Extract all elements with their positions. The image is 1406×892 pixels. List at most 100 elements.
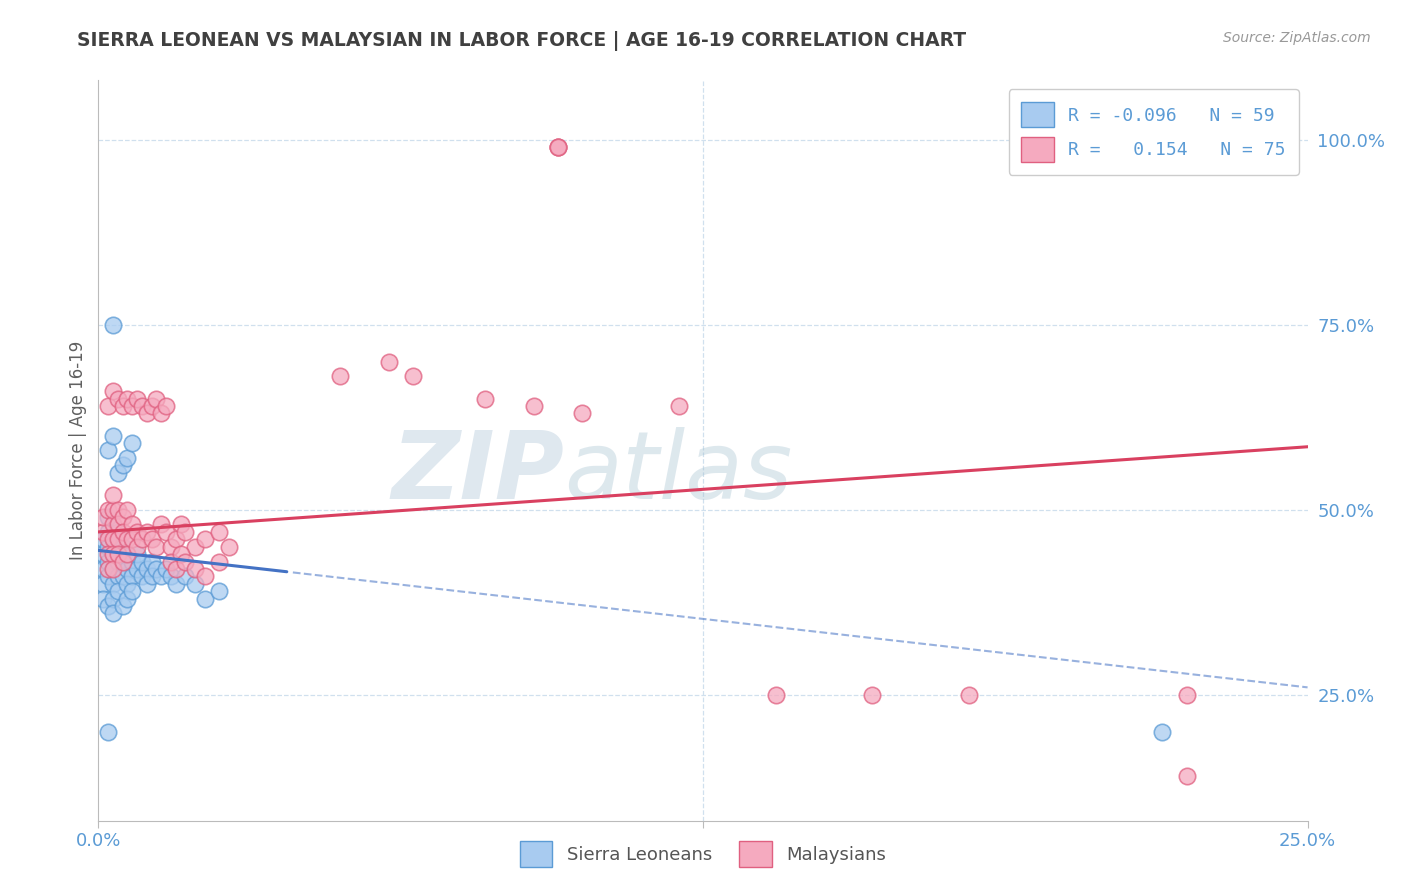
Point — [121, 517, 143, 532]
Point — [860, 688, 883, 702]
Point — [135, 562, 157, 576]
Point — [107, 466, 129, 480]
Point — [107, 554, 129, 569]
Point — [571, 407, 593, 421]
Point — [121, 436, 143, 450]
Point — [97, 562, 120, 576]
Point — [111, 399, 134, 413]
Point — [141, 533, 163, 547]
Point — [208, 584, 231, 599]
Point — [111, 458, 134, 473]
Point — [208, 554, 231, 569]
Point — [174, 569, 197, 583]
Point — [111, 569, 134, 583]
Point — [1152, 724, 1174, 739]
Point — [101, 562, 124, 576]
Point — [474, 392, 496, 406]
Point — [131, 569, 153, 583]
Point — [547, 140, 569, 154]
Point — [131, 554, 153, 569]
Point — [97, 524, 120, 539]
Point — [547, 140, 569, 154]
Point — [165, 562, 187, 576]
Point — [97, 554, 120, 569]
Point — [145, 540, 167, 554]
Point — [101, 502, 124, 516]
Text: SIERRA LEONEAN VS MALAYSIAN IN LABOR FORCE | AGE 16-19 CORRELATION CHART: SIERRA LEONEAN VS MALAYSIAN IN LABOR FOR… — [77, 31, 966, 51]
Point — [155, 562, 177, 576]
Y-axis label: In Labor Force | Age 16-19: In Labor Force | Age 16-19 — [69, 341, 87, 560]
Point — [184, 562, 207, 576]
Point — [117, 562, 139, 576]
Point — [174, 524, 197, 539]
Point — [91, 576, 114, 591]
Point — [101, 428, 124, 442]
Point — [101, 607, 124, 621]
Legend: Sierra Leoneans, Malaysians: Sierra Leoneans, Malaysians — [513, 834, 893, 874]
Text: ZIP: ZIP — [391, 426, 564, 518]
Point — [111, 599, 134, 613]
Point — [127, 540, 149, 554]
Point — [97, 399, 120, 413]
Point — [91, 591, 114, 606]
Point — [107, 569, 129, 583]
Point — [117, 392, 139, 406]
Point — [97, 540, 120, 554]
Point — [111, 524, 134, 539]
Point — [97, 502, 120, 516]
Point — [121, 554, 143, 569]
Point — [97, 599, 120, 613]
Point — [101, 533, 124, 547]
Point — [101, 488, 124, 502]
Point — [523, 399, 546, 413]
Point — [91, 524, 114, 539]
Point — [97, 510, 120, 524]
Point — [145, 392, 167, 406]
Point — [121, 399, 143, 413]
Point — [101, 547, 124, 561]
Point — [194, 591, 217, 606]
Point — [101, 318, 124, 332]
Point — [127, 524, 149, 539]
Point — [160, 540, 183, 554]
Point — [208, 524, 231, 539]
Point — [141, 554, 163, 569]
Point — [117, 591, 139, 606]
Point — [101, 384, 124, 399]
Legend: R = -0.096   N = 59, R =   0.154   N = 75: R = -0.096 N = 59, R = 0.154 N = 75 — [1010, 89, 1299, 175]
Text: atlas: atlas — [564, 427, 792, 518]
Point — [101, 517, 124, 532]
Text: Source: ZipAtlas.com: Source: ZipAtlas.com — [1223, 31, 1371, 45]
Point — [329, 369, 352, 384]
Point — [194, 569, 217, 583]
Point — [121, 584, 143, 599]
Point — [127, 562, 149, 576]
Point — [127, 392, 149, 406]
Point — [131, 533, 153, 547]
Point — [165, 576, 187, 591]
Point — [107, 584, 129, 599]
Point — [174, 554, 197, 569]
Point — [141, 569, 163, 583]
Point — [121, 569, 143, 583]
Point — [91, 547, 114, 561]
Point — [121, 533, 143, 547]
Point — [402, 369, 425, 384]
Point — [97, 724, 120, 739]
Point — [184, 576, 207, 591]
Point — [91, 562, 114, 576]
Point — [117, 450, 139, 465]
Point — [107, 524, 129, 539]
Point — [107, 517, 129, 532]
Point — [1175, 769, 1198, 783]
Point — [765, 688, 787, 702]
Point — [111, 510, 134, 524]
Point — [127, 547, 149, 561]
Point — [135, 524, 157, 539]
Point — [135, 407, 157, 421]
Point — [107, 502, 129, 516]
Point — [141, 399, 163, 413]
Point — [218, 540, 240, 554]
Point — [107, 547, 129, 561]
Point — [117, 547, 139, 561]
